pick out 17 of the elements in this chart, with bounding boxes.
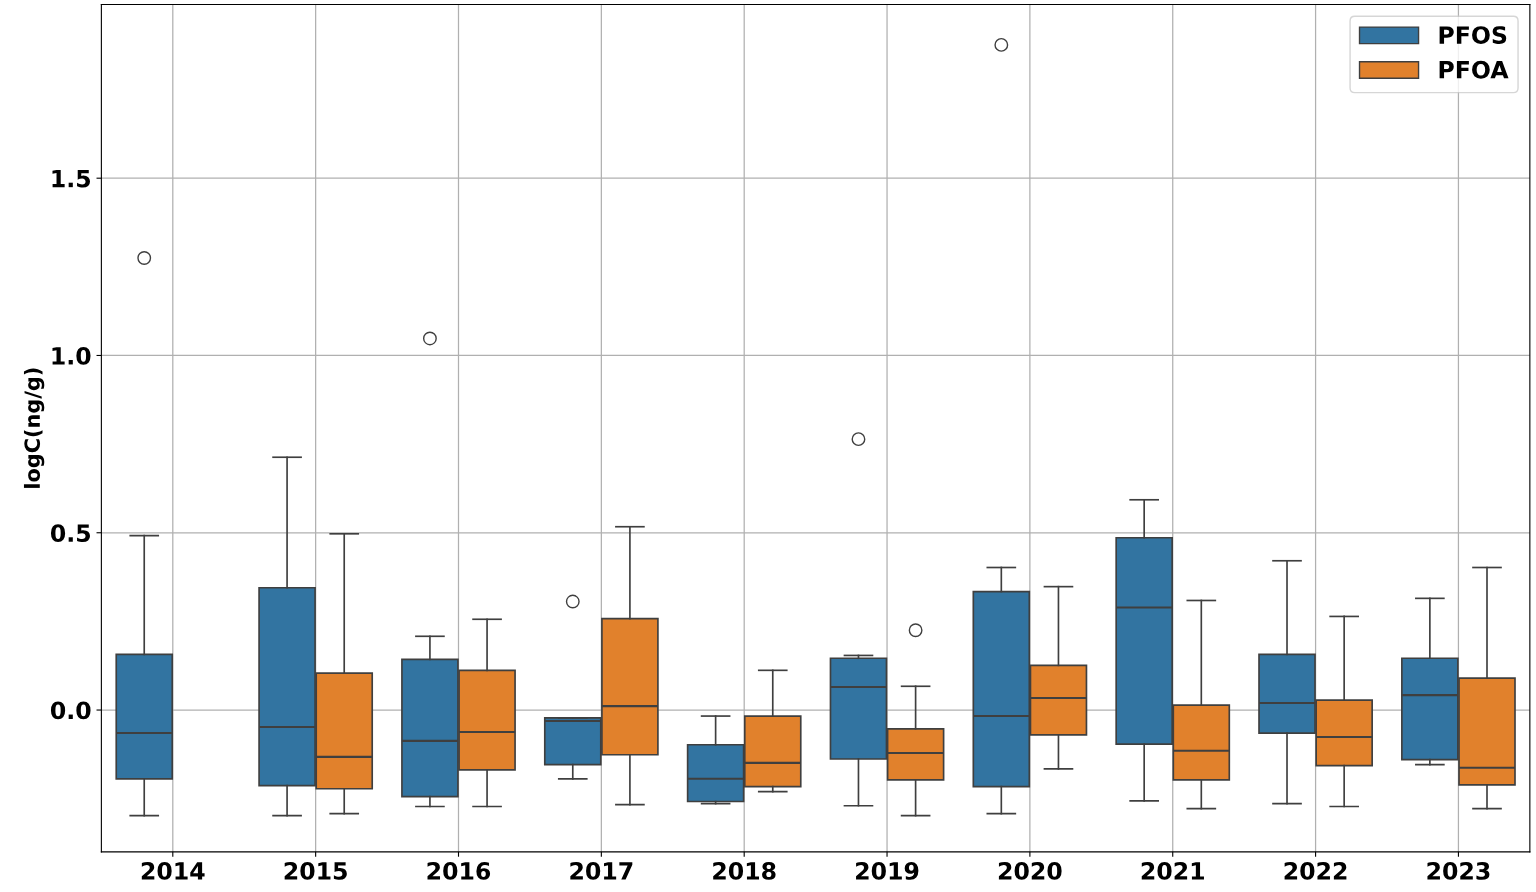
legend-label: PFOA	[1439, 60, 1509, 79]
y-tick-label: 0.0	[50, 701, 91, 720]
x-tick-label: 2018	[713, 862, 776, 880]
x-tick-label: 2017	[570, 862, 633, 880]
y-tick-label: 1.5	[52, 169, 91, 188]
y-tick-label: 1.0	[52, 346, 91, 365]
x-tick-label: 2015	[284, 862, 347, 880]
x-tick-label: 2023	[1427, 862, 1490, 880]
y-tick-label: 0.5	[50, 524, 91, 543]
x-tick-label: 2021	[1141, 862, 1204, 880]
x-tick-label: 2020	[998, 862, 1062, 880]
legend-label: PFOS	[1439, 26, 1507, 44]
x-tick-label: 2022	[1284, 862, 1347, 880]
x-tick-label: 2019	[856, 862, 919, 880]
x-tick-label: 2016	[427, 862, 491, 880]
x-tick-label: 2014	[141, 862, 205, 880]
y-axis-title: logC(ng/g)	[23, 368, 45, 488]
